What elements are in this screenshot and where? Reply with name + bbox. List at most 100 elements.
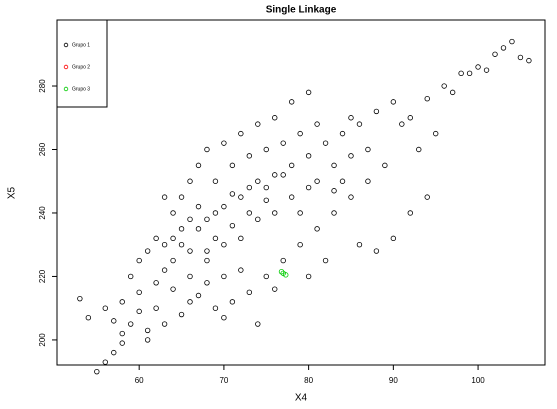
point <box>390 99 397 105</box>
point <box>102 305 108 311</box>
point <box>229 162 236 169</box>
point <box>373 248 380 254</box>
point <box>441 83 447 89</box>
point <box>128 321 134 327</box>
point <box>170 210 176 216</box>
point <box>153 305 159 311</box>
point <box>221 273 227 280</box>
point <box>500 45 507 51</box>
point <box>263 184 269 191</box>
point <box>356 242 363 248</box>
point <box>170 257 176 264</box>
point <box>204 146 210 153</box>
point <box>339 130 346 137</box>
y-tick-label: 220 <box>38 269 47 283</box>
point <box>263 273 269 280</box>
point <box>85 315 92 321</box>
point <box>331 188 337 194</box>
point <box>204 248 210 254</box>
point <box>255 121 261 127</box>
point <box>314 178 320 184</box>
legend-label: Grupo 2 <box>72 64 90 70</box>
point <box>356 121 363 127</box>
point <box>178 194 185 200</box>
point <box>305 153 312 159</box>
point <box>144 327 151 334</box>
point <box>119 299 125 305</box>
point <box>212 210 219 216</box>
point <box>229 191 236 197</box>
point <box>331 210 337 216</box>
point <box>348 153 354 159</box>
point <box>399 121 405 127</box>
point <box>238 194 244 200</box>
point <box>526 57 532 64</box>
point <box>178 226 185 232</box>
point <box>204 257 210 264</box>
point <box>195 226 202 232</box>
y-tick-label: 280 <box>38 79 47 93</box>
point <box>314 226 320 232</box>
point <box>178 311 185 318</box>
point <box>161 242 168 248</box>
point <box>322 257 329 264</box>
point <box>246 153 253 159</box>
point <box>187 178 193 184</box>
point <box>144 337 151 343</box>
point <box>283 272 289 278</box>
point <box>407 210 413 216</box>
y-tick-label: 200 <box>38 333 47 347</box>
point <box>272 172 278 178</box>
point <box>272 115 278 121</box>
point <box>288 162 295 169</box>
point <box>365 178 371 184</box>
x-axis-label: X4 <box>295 393 308 404</box>
point <box>178 242 185 248</box>
point <box>280 172 286 178</box>
point <box>161 321 168 327</box>
point <box>255 178 261 184</box>
point <box>153 280 159 286</box>
point <box>297 242 303 248</box>
point <box>136 308 142 315</box>
point <box>278 268 285 275</box>
point <box>187 216 193 223</box>
y-tick-label: 260 <box>38 142 47 156</box>
point <box>212 305 219 311</box>
point <box>339 178 346 184</box>
x-tick-label: 60 <box>135 376 144 385</box>
legend-box <box>56 19 108 108</box>
point <box>297 130 303 137</box>
point <box>144 248 151 254</box>
point <box>161 194 168 200</box>
point <box>365 146 371 153</box>
point <box>238 235 244 242</box>
point <box>475 64 481 70</box>
point <box>331 162 337 169</box>
chart-title: Single Linkage <box>266 5 337 16</box>
point <box>305 184 312 191</box>
point <box>187 273 193 280</box>
point <box>195 162 202 169</box>
legend-marker <box>63 86 69 92</box>
point <box>221 242 227 248</box>
x-tick-label: 100 <box>471 376 485 385</box>
legend-marker <box>63 64 69 70</box>
point <box>416 146 422 153</box>
point <box>246 289 253 296</box>
point <box>348 115 354 121</box>
legend-label: Grupo 3 <box>72 86 90 92</box>
point <box>136 257 142 264</box>
point <box>288 194 295 200</box>
point <box>153 235 159 242</box>
point <box>246 210 253 216</box>
point <box>170 235 176 242</box>
point <box>195 292 202 299</box>
point <box>492 51 498 57</box>
point <box>466 70 473 77</box>
x-tick-label: 90 <box>389 376 398 385</box>
point <box>382 162 388 169</box>
point <box>297 210 303 216</box>
point <box>221 203 227 210</box>
point <box>280 257 286 264</box>
